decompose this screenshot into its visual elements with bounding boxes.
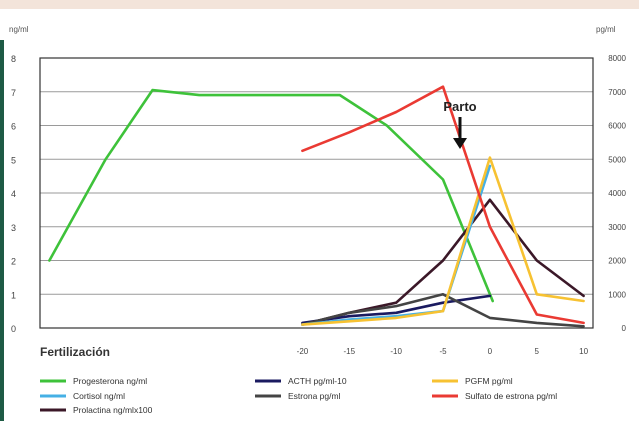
legend-label: Prolactina ng/mlx100 bbox=[73, 405, 153, 415]
x-tick-label: 0 bbox=[488, 347, 493, 356]
series-line-0 bbox=[48, 88, 495, 303]
right-tick-label: 1000 bbox=[608, 290, 626, 299]
right-tick-label: 6000 bbox=[608, 122, 626, 131]
series-line-5 bbox=[301, 156, 585, 326]
x-tick-label: 10 bbox=[579, 347, 588, 356]
left-tick-label: 1 bbox=[11, 290, 16, 300]
right-tick-label: 5000 bbox=[608, 155, 626, 164]
left-border bbox=[0, 40, 4, 421]
right-tick-label: 7000 bbox=[608, 88, 626, 97]
top-border bbox=[0, 0, 639, 9]
parto-annotation: Parto bbox=[443, 99, 477, 149]
legend: Progesterona ng/ml Cortisol ng/ml Prolacti… bbox=[40, 376, 557, 415]
grid-lines bbox=[40, 57, 593, 329]
annotation-label: Parto bbox=[443, 99, 476, 114]
x-axis-title: Fertilización bbox=[40, 345, 110, 359]
left-tick-label: 8 bbox=[11, 54, 16, 64]
right-tick-label: 2000 bbox=[608, 257, 626, 266]
left-axis-unit: ng/ml bbox=[9, 25, 29, 34]
legend-label: ACTH pg/ml-10 bbox=[288, 376, 347, 386]
plot-frame bbox=[39, 57, 594, 329]
legend-label: Cortisol ng/ml bbox=[73, 391, 125, 401]
left-tick-label: 7 bbox=[11, 88, 16, 98]
series-line-4 bbox=[301, 292, 585, 328]
right-tick-label: 4000 bbox=[608, 189, 626, 198]
x-tick-label: -20 bbox=[297, 347, 309, 356]
annotation-arrow-head bbox=[453, 138, 467, 149]
left-tick-label: 2 bbox=[11, 257, 16, 267]
legend-label: PGFM pg/ml bbox=[465, 376, 513, 386]
legend-label: Sulfato de estrona pg/ml bbox=[465, 391, 557, 401]
left-tick-label: 5 bbox=[11, 155, 16, 165]
left-tick-label: 3 bbox=[11, 223, 16, 233]
axes: 0 1 2 3 4 5 6 7 8 0 1000 2000 3000 4000 5000 6000 7000 80… bbox=[11, 54, 627, 356]
x-tick-label: -10 bbox=[390, 347, 402, 356]
legend-label: Estrona pg/ml bbox=[288, 391, 341, 401]
right-tick-label: 3000 bbox=[608, 223, 626, 232]
series-line-2 bbox=[301, 198, 585, 326]
left-tick-label: 4 bbox=[11, 189, 16, 199]
series-line-6 bbox=[301, 85, 585, 325]
left-tick-label: 6 bbox=[11, 122, 16, 132]
series-line-3 bbox=[301, 294, 492, 325]
right-tick-label: 8000 bbox=[608, 54, 626, 63]
series-lines bbox=[48, 85, 585, 328]
legend-label: Progesterona ng/ml bbox=[73, 376, 147, 386]
x-tick-label: 5 bbox=[535, 347, 540, 356]
left-tick-label: 0 bbox=[11, 324, 16, 334]
right-tick-label: 0 bbox=[622, 324, 627, 333]
x-tick-label: -5 bbox=[439, 347, 447, 356]
x-tick-label: -15 bbox=[344, 347, 356, 356]
right-axis-unit: pg/ml bbox=[596, 25, 616, 34]
